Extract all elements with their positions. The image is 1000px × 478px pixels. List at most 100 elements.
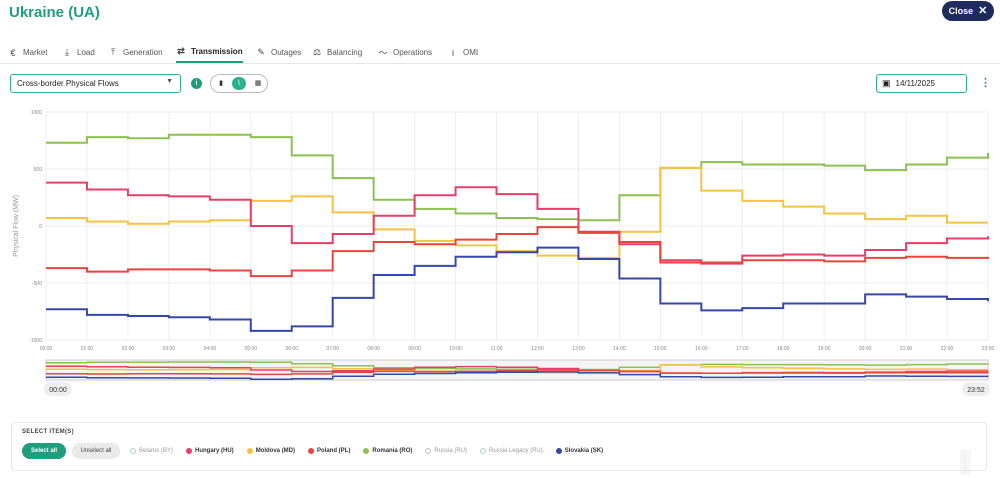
legend-item[interactable]: Russia Legacy (RU) [480,448,543,454]
legend-item[interactable]: Hungary (HU) [186,448,234,454]
series-line-poland-pl- [46,226,989,278]
tab-label: OMI [463,48,479,57]
tab-load[interactable]: ⤓ Load [62,42,95,63]
legend-dot-icon [308,448,315,454]
navigator-series-slovakia-sk- [46,371,989,380]
x-tick-label: 01:00 [81,346,94,352]
tab-label: Market [23,48,48,57]
legend-item[interactable]: Romania (RO) [363,448,412,454]
balance-icon: ⚖ [312,47,322,57]
x-tick-label: 19:00 [818,346,831,352]
trend-icon: 〜 [378,48,388,58]
x-tick-label: 09:00 [408,346,421,352]
legend-label: Romania (RO) [372,448,413,454]
legend-item[interactable]: Slovakia (SK) [555,448,603,454]
x-tick-label: 12:00 [531,346,544,352]
tab-operations[interactable]: 〜 Operations [378,42,432,63]
transmission-icon: ⇄ [177,46,185,56]
info-icon: i [452,47,454,58]
wrench-icon: ✎ [257,47,265,57]
x-tick-label: 05:00 [245,346,258,352]
dataset-select[interactable]: Cross-border Physical Flows ▼ [10,74,181,93]
legend-dot-icon [130,448,136,454]
grid-view-icon[interactable]: ▦ [254,80,262,87]
watermark: ▒▒▒▒ [960,449,970,475]
y-tick-label: -1000 [29,338,42,344]
legend-panel: SELECT ITEM(S) Select all Unselect all B… [11,422,987,471]
tab-label: Transmission [191,47,243,56]
series-line-hungary-hu- [46,181,989,265]
series-line-romania-ro- [46,133,989,222]
y-tick-label: 1000 [31,110,42,116]
x-tick-label: 18:00 [777,346,790,352]
y-tick-label: -500 [32,281,42,287]
legend-item[interactable]: Belarus (BY) [130,448,173,454]
x-tick-label: 06:00 [285,346,298,352]
legend-title: SELECT ITEM(S) [22,429,74,435]
legend-dot-icon [246,448,253,454]
x-tick-label: 11:00 [490,346,502,352]
legend-label: Poland (PL) [317,448,351,454]
chevron-down-icon: ▼ [166,78,173,85]
download-icon: ⤓ [65,47,69,57]
tab-bar: € Market ⤓ Load ⤒ Generation ⇄ Transmission ✎ Out… [0,38,1000,64]
tab-balancing[interactable]: ⚖ Balancing [312,42,362,63]
x-tick-label: 07:00 [326,346,339,352]
range-end-label: 23:52 [967,387,985,394]
y-tick-label: 500 [34,167,43,173]
x-tick-label: 02:00 [122,346,135,352]
x-tick-label: 00:00 [40,346,53,352]
legend-label: Hungary (HU) [195,448,234,454]
legend-label: Russia (RU) [434,448,468,454]
x-tick-label: 10:00 [449,346,462,352]
info-icon[interactable]: i [191,78,202,89]
page-title: Ukraine (UA) [9,4,100,21]
range-start-handle[interactable] [44,382,72,396]
more-options-icon[interactable]: ⋮ [980,77,991,89]
date-picker[interactable]: ▣ 14/11/2025 [876,74,967,93]
view-mode-toggle: ▮ ⌇ ▦ [210,74,268,93]
x-tick-label: 16:00 [695,346,708,352]
legend-label: Belarus (BY) [139,448,174,454]
tab-transmission[interactable]: ⇄ Transmission [176,42,243,63]
legend-items: Belarus (BY) Hungary (HU) Moldova (MD) Pola… [130,443,603,459]
y-axis-label: Physical Flow (MW) [13,195,20,257]
close-button[interactable]: Close ✕ [942,1,994,21]
tab-generation[interactable]: ⤒ Generation [108,42,163,63]
tab-omi[interactable]: i OMI [448,42,478,63]
x-tick-label: 17:00 [736,346,749,352]
legend-item[interactable]: Poland (PL) [308,448,350,454]
legend-item[interactable]: Russia (RU) [425,448,467,454]
series-line-slovakia-sk- [46,246,989,332]
range-end-handle[interactable] [962,382,990,396]
x-tick-label: 15:00 [654,346,667,352]
legend-dot-icon [555,448,562,454]
navigator-series-romania-ro- [46,361,989,371]
x-tick-label: 14:00 [613,346,626,352]
series-line-moldova-md- [46,166,988,259]
legend-dot-icon [363,448,370,454]
legend-dot-icon [480,448,487,454]
unselect-all-button[interactable]: Unselect all [72,443,120,459]
tab-label: Balancing [327,48,363,57]
range-start-label: 00:00 [49,387,67,394]
calendar-icon: ▣ [882,78,891,88]
legend-dot-icon [186,448,193,454]
tab-market[interactable]: € Market [8,42,47,63]
x-tick-label: 23:00 [982,346,995,352]
tab-label: Operations [393,48,433,57]
table-view-icon[interactable]: ▮ [219,80,223,87]
euro-icon: € [10,47,16,58]
header: Ukraine (UA) Close ✕ [0,0,1000,36]
tab-label: Outages [271,48,302,57]
legend-item[interactable]: Moldova (MD) [246,448,295,454]
x-tick-label: 04:00 [204,346,217,352]
tab-outages[interactable]: ✎ Outages [256,42,301,63]
tab-label: Generation [123,48,163,57]
y-tick-label: 0 [39,224,42,230]
close-icon: ✕ [978,4,988,17]
x-tick-label: 21:00 [900,346,913,352]
x-tick-label: 20:00 [859,346,872,352]
select-all-button[interactable]: Select all [22,443,66,459]
chart-view-icon[interactable]: ⌇ [232,77,246,90]
